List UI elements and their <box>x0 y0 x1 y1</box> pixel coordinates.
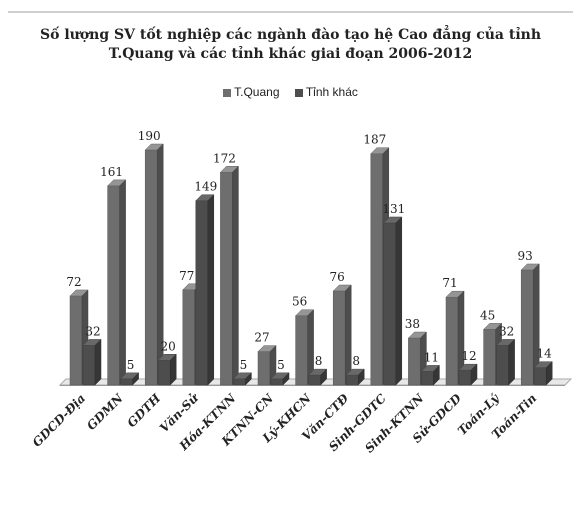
bar-Lý-KHCN-T.Quang <box>295 315 308 386</box>
bar-side-Hóa-KTNN-T.Quang <box>232 165 239 386</box>
bar-GDTH-Tỉnh khác <box>157 360 171 386</box>
bar-Sinh-GDTC-T.Quang <box>370 153 384 386</box>
data-label-Toán-Lý-Tỉnh khác: 32 <box>499 324 514 338</box>
data-label-Văn-CTĐ-Tỉnh khác: 8 <box>352 354 360 368</box>
bar-Văn-CTĐ-T.Quang <box>332 290 346 386</box>
bar-Toán-Lý-T.Quang <box>483 329 496 386</box>
bar-Sinh-KTNN-T.Quang <box>408 337 421 386</box>
data-label-GDMN-Tỉnh khác: 5 <box>127 358 135 372</box>
data-label-Sinh-GDTC-T.Quang: 187 <box>363 133 386 147</box>
data-label-GDTH-T.Quang: 190 <box>138 129 161 143</box>
bar-Lý-KHCN-Tỉnh khác <box>308 374 321 386</box>
data-label-GDTH-Tỉnh khác: 20 <box>161 339 176 353</box>
bar-side-Hóa-KTNN-Tỉnh khác <box>245 372 252 386</box>
bar-side-GDMN-Tỉnh khác <box>132 372 139 386</box>
bar-GDMN-T.Quang <box>107 185 120 386</box>
data-label-Sinh-KTNN-T.Quang: 38 <box>405 317 420 331</box>
data-label-Hóa-KTNN-Tỉnh khác: 5 <box>240 358 248 372</box>
bar-side-Lý-KHCN-Tỉnh khác <box>320 368 327 386</box>
bar-side-GDMN-T.Quang <box>119 179 126 386</box>
bar-side-GDTH-Tỉnh khác <box>169 353 177 386</box>
bar-Sử-GDCD-T.Quang <box>445 296 459 386</box>
data-label-GDMN-T.Quang: 161 <box>100 165 123 179</box>
bar-KTNN-CN-T.Quang <box>257 351 271 386</box>
bar-GDCD-Địa-T.Quang <box>69 295 83 386</box>
legend-label-series-0: T.Quang <box>234 85 280 99</box>
bar-Sử-GDCD-Tỉnh khác <box>458 369 472 386</box>
bar-Văn-CTĐ-Tỉnh khác <box>345 374 359 386</box>
data-label-Toán-Lý-T.Quang: 45 <box>480 308 495 322</box>
data-label-Sử-GDCD-Tỉnh khác: 12 <box>461 349 476 363</box>
bar-side-Sinh-KTNN-Tỉnh khác <box>433 364 440 386</box>
bar-Sinh-KTNN-Tỉnh khác <box>421 371 434 386</box>
bar-side-Toán-Lý-Tỉnh khác <box>508 338 515 386</box>
bar-Toán-Tin-T.Quang <box>520 269 534 386</box>
bar-side-KTNN-CN-Tỉnh khác <box>282 372 290 386</box>
data-label-Sinh-KTNN-Tỉnh khác: 11 <box>424 350 439 364</box>
bar-side-Sinh-GDTC-Tỉnh khác <box>395 216 403 386</box>
bar-GDTH-T.Quang <box>144 149 158 386</box>
data-label-Sinh-GDTC-Tỉnh khác: 131 <box>382 202 405 216</box>
legend-item-series-0: T.Quang <box>223 85 280 99</box>
data-label-Văn-CTĐ-T.Quang: 76 <box>330 270 345 284</box>
data-label-Toán-Tin-Tỉnh khác: 14 <box>537 347 553 361</box>
bar-Sinh-GDTC-Tỉnh khác <box>383 222 397 386</box>
bar-Toán-Lý-Tỉnh khác <box>496 345 509 386</box>
bar-Hóa-KTNN-Tỉnh khác <box>233 378 246 386</box>
bar-side-Văn-CTĐ-T.Quang <box>344 284 352 386</box>
legend-item-series-1: Tỉnh khác <box>294 85 358 99</box>
category-label-GDCD-Địa: GDCD-Địa <box>30 391 88 449</box>
legend-swatch-series-0 <box>223 88 232 97</box>
bar-Văn-Sử-T.Quang <box>182 289 196 386</box>
data-label-GDCD-Địa-Tỉnh khác: 32 <box>85 324 100 338</box>
data-label-GDCD-Địa-T.Quang: 72 <box>66 275 81 289</box>
bar-KTNN-CN-Tỉnh khác <box>270 378 284 386</box>
bar-side-Văn-CTĐ-Tỉnh khác <box>357 368 365 386</box>
data-label-Văn-Sử-Tỉnh khác: 149 <box>194 180 217 194</box>
data-label-KTNN-CN-Tỉnh khác: 5 <box>277 358 285 372</box>
chart-title: Số lượng SV tốt nghiệp các ngành đào tạo… <box>40 27 541 62</box>
data-label-Lý-KHCN-Tỉnh khác: 8 <box>315 354 323 368</box>
data-label-KTNN-CN-T.Quang: 27 <box>254 331 269 345</box>
top-divider <box>8 11 573 13</box>
bar-Văn-Sử-Tỉnh khác <box>195 200 209 386</box>
data-label-Văn-Sử-T.Quang: 77 <box>179 269 194 283</box>
bar-side-GDCD-Địa-Tỉnh khác <box>94 338 102 386</box>
legend-label-series-1: Tỉnh khác <box>305 85 358 99</box>
bar-Toán-Tin-Tỉnh khác <box>533 367 547 386</box>
bar-GDCD-Địa-Tỉnh khác <box>82 345 96 386</box>
bar-side-Văn-Sử-Tỉnh khác <box>207 194 215 386</box>
bar-side-Sử-GDCD-Tỉnh khác <box>470 363 478 386</box>
data-label-Sử-GDCD-T.Quang: 71 <box>442 276 457 290</box>
data-label-Hóa-KTNN-T.Quang: 172 <box>213 151 236 165</box>
legend-swatch-series-1 <box>294 88 303 97</box>
bar-side-Toán-Tin-Tỉnh khác <box>545 361 553 386</box>
bar-GDMN-Tỉnh khác <box>120 378 133 386</box>
chart-legend: T.Quang Tỉnh khác <box>0 85 581 99</box>
data-label-Lý-KHCN-T.Quang: 56 <box>292 295 307 309</box>
data-label-Toán-Tin-T.Quang: 93 <box>518 249 533 263</box>
bar-Hóa-KTNN-T.Quang <box>220 172 233 386</box>
category-label-GDMN: GDMN <box>84 390 126 432</box>
